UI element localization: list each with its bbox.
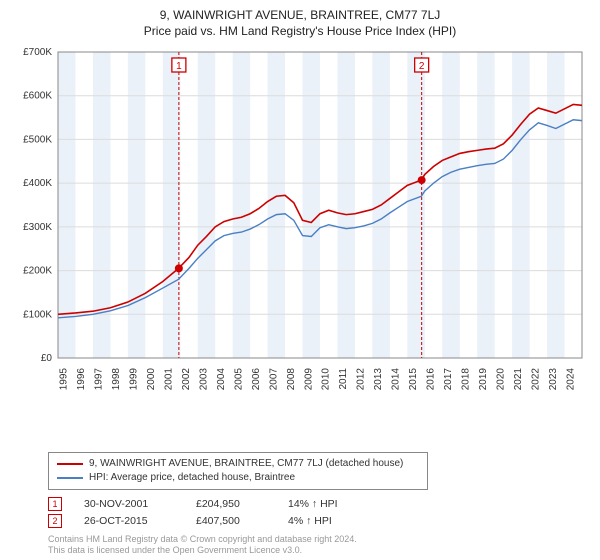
chart-svg: £0 £100K £200K £300K £400K £500K £600K £700K 199…: [10, 42, 590, 402]
sale-diff: 4% ↑ HPI: [288, 513, 358, 530]
svg-text:2003: 2003: [198, 367, 209, 390]
svg-text:2008: 2008: [286, 367, 297, 390]
footnote-line-2: This data is licensed under the Open Gov…: [48, 545, 590, 556]
svg-text:1: 1: [176, 61, 182, 72]
svg-text:1996: 1996: [76, 367, 87, 390]
legend-label-2: HPI: Average price, detached house, Brai…: [89, 471, 295, 485]
svg-text:2: 2: [419, 61, 425, 72]
sale-diff: 14% ↑ HPI: [288, 496, 358, 513]
chart-container: 9, WAINWRIGHT AVENUE, BRAINTREE, CM77 7L…: [0, 0, 600, 560]
svg-text:£0: £0: [41, 353, 53, 364]
svg-text:2015: 2015: [408, 367, 419, 390]
svg-text:2011: 2011: [338, 367, 349, 389]
svg-text:2018: 2018: [460, 367, 471, 390]
sale-date: 26-OCT-2015: [84, 513, 174, 530]
legend: 9, WAINWRIGHT AVENUE, BRAINTREE, CM77 7L…: [48, 452, 428, 490]
sale-marker-box: 2: [48, 514, 62, 528]
legend-swatch-1: [57, 463, 83, 465]
svg-text:2014: 2014: [391, 367, 402, 390]
svg-text:2013: 2013: [373, 367, 384, 390]
svg-text:2001: 2001: [164, 367, 175, 390]
svg-text:2022: 2022: [530, 367, 541, 390]
svg-text:2024: 2024: [565, 367, 576, 390]
svg-text:2000: 2000: [146, 367, 157, 390]
legend-row-2: HPI: Average price, detached house, Brai…: [57, 471, 419, 485]
svg-text:2023: 2023: [548, 367, 559, 390]
sale-row: 2 26-OCT-2015 £407,500 4% ↑ HPI: [48, 513, 590, 530]
svg-text:£200K: £200K: [23, 265, 52, 276]
line-chart: £0 £100K £200K £300K £400K £500K £600K £700K 199…: [10, 42, 590, 446]
legend-swatch-2: [57, 477, 83, 479]
svg-text:£300K: £300K: [23, 221, 52, 232]
svg-text:1999: 1999: [129, 367, 140, 390]
svg-text:2005: 2005: [233, 367, 244, 390]
legend-label-1: 9, WAINWRIGHT AVENUE, BRAINTREE, CM77 7L…: [89, 457, 403, 471]
svg-text:£100K: £100K: [23, 309, 52, 320]
svg-text:2004: 2004: [216, 367, 227, 390]
svg-text:2012: 2012: [356, 367, 367, 390]
sales-table: 1 30-NOV-2001 £204,950 14% ↑ HPI 2 26-OCT-201…: [48, 496, 590, 530]
footnote-line-1: Contains HM Land Registry data © Crown c…: [48, 534, 590, 545]
svg-text:2017: 2017: [443, 367, 454, 390]
legend-row-1: 9, WAINWRIGHT AVENUE, BRAINTREE, CM77 7L…: [57, 457, 419, 471]
sale-price: £407,500: [196, 513, 266, 530]
svg-text:2006: 2006: [251, 367, 262, 390]
svg-text:£500K: £500K: [23, 134, 52, 145]
svg-text:2002: 2002: [181, 367, 192, 390]
svg-text:2021: 2021: [513, 367, 524, 390]
svg-text:£400K: £400K: [23, 178, 52, 189]
svg-text:£600K: £600K: [23, 90, 52, 101]
svg-text:2010: 2010: [321, 367, 332, 390]
sale-marker-box: 1: [48, 497, 62, 511]
svg-text:2009: 2009: [303, 367, 314, 390]
chart-title: 9, WAINWRIGHT AVENUE, BRAINTREE, CM77 7L…: [10, 8, 590, 24]
svg-text:1995: 1995: [59, 367, 70, 390]
svg-text:1997: 1997: [94, 367, 105, 390]
svg-text:2016: 2016: [426, 367, 437, 390]
svg-text:2007: 2007: [268, 367, 279, 390]
sale-date: 30-NOV-2001: [84, 496, 174, 513]
sale-row: 1 30-NOV-2001 £204,950 14% ↑ HPI: [48, 496, 590, 513]
chart-subtitle: Price paid vs. HM Land Registry's House …: [10, 24, 590, 38]
svg-text:2019: 2019: [478, 367, 489, 390]
sale-price: £204,950: [196, 496, 266, 513]
svg-text:1998: 1998: [111, 367, 122, 390]
svg-text:£700K: £700K: [23, 47, 52, 58]
footnote: Contains HM Land Registry data © Crown c…: [48, 534, 590, 557]
svg-text:2020: 2020: [495, 367, 506, 390]
